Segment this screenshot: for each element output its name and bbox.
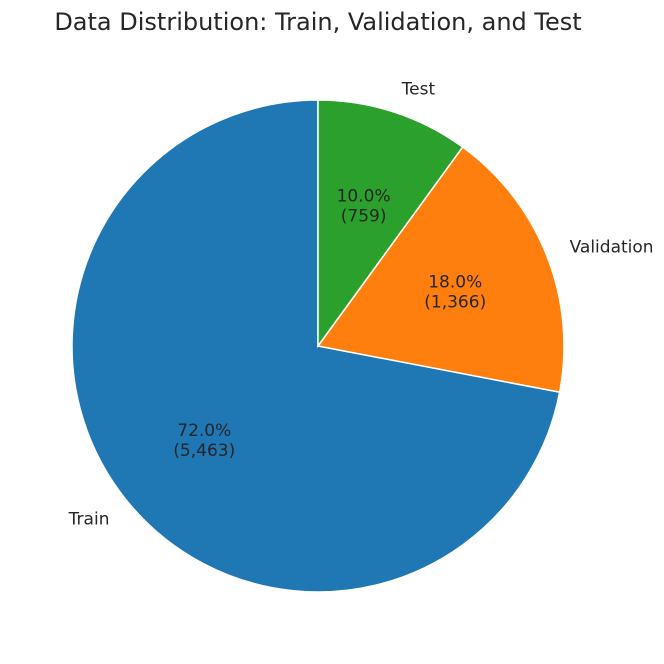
- slice-count-validation: (1,366): [424, 293, 486, 313]
- slice-label-train: Train: [68, 509, 110, 529]
- slice-label-validation: Validation: [570, 237, 654, 257]
- slice-percent-validation: 18.0%: [428, 273, 482, 293]
- slice-count-train: (5,463): [173, 441, 235, 461]
- slice-percent-train: 72.0%: [177, 421, 231, 441]
- slice-percent-test: 10.0%: [337, 187, 391, 207]
- pie-labels: Train 72.0%(5,463) Validation 18.0%(1,366) T…: [68, 80, 654, 530]
- pie-slice-validation: [316, 145, 565, 394]
- pie-slice-train: [71, 99, 561, 593]
- slice-count-test: (759): [341, 207, 387, 227]
- pie-slices: [71, 99, 565, 593]
- chart-title: Data Distribution: Train, Validation, an…: [54, 8, 581, 36]
- slice-label-test: Test: [401, 80, 436, 100]
- pie-slice-test: [317, 99, 464, 349]
